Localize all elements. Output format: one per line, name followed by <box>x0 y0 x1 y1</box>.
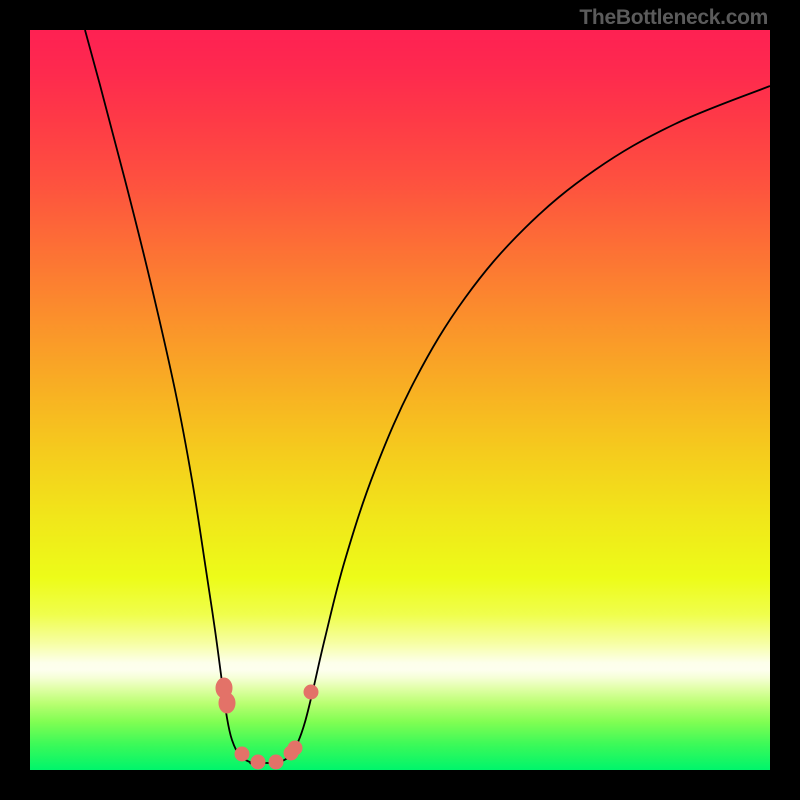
data-point <box>304 685 318 699</box>
data-point <box>269 755 283 769</box>
data-point <box>235 747 249 761</box>
watermark-text: TheBottleneck.com <box>579 6 768 30</box>
data-point <box>219 693 235 713</box>
plot-area <box>30 30 770 770</box>
bottleneck-curve <box>85 30 770 764</box>
data-point <box>251 755 265 769</box>
curve-overlay <box>30 30 770 770</box>
data-point <box>288 741 302 755</box>
